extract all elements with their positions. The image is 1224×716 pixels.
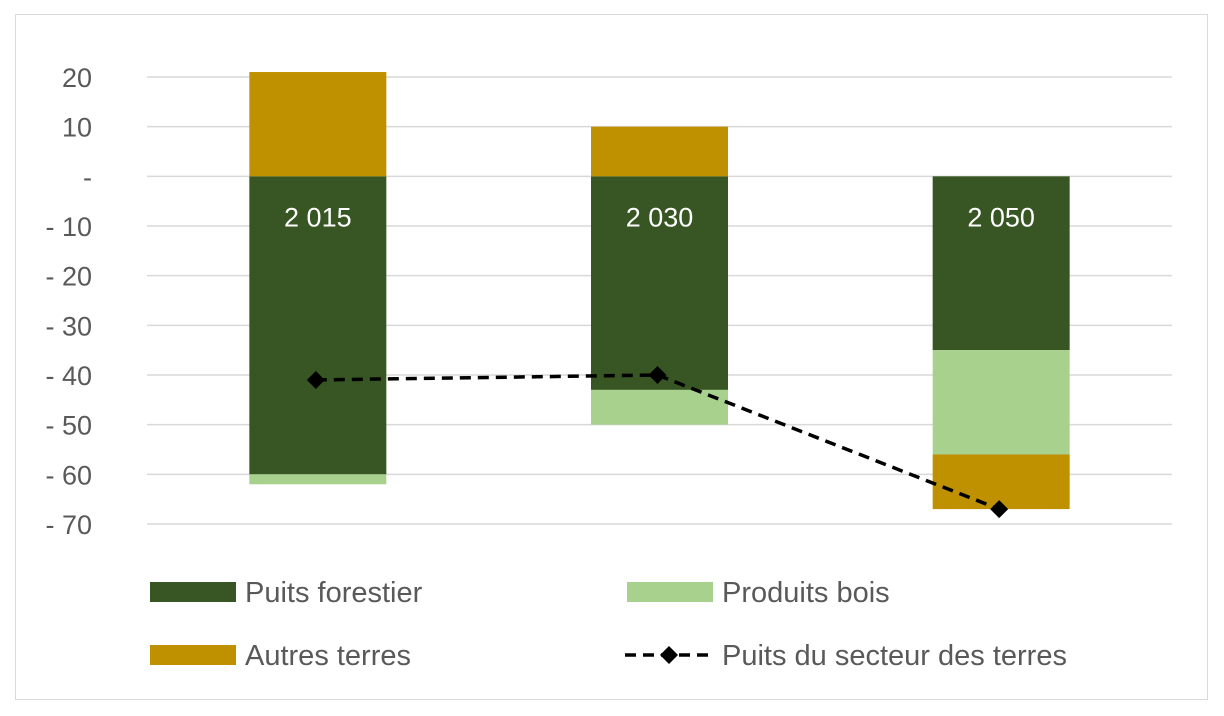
legend-label: Puits forestier (245, 577, 423, 609)
bar-autres-terres (932, 454, 1070, 510)
legend-label: Autres terres (245, 640, 411, 672)
line-puits-du-secteur-des-terres (315, 373, 1000, 511)
y-axis: 20 10 - - 10 - 20 - 30 - 40 - 50 - 60 - 70 (45, 63, 92, 540)
legend-label: Produits bois (722, 577, 890, 609)
y-tick-label: - 30 (45, 311, 92, 341)
category-label: 2 030 (626, 202, 694, 232)
y-tick-label: - 10 (45, 212, 92, 242)
bars (249, 72, 1070, 510)
y-tick-label: - 60 (45, 460, 92, 490)
y-tick-label: - 50 (45, 411, 92, 441)
legend-marker (660, 646, 678, 664)
legend-swatch (627, 582, 713, 602)
bar-produits-bois (591, 389, 728, 425)
legend-swatch (150, 645, 236, 665)
y-tick-label: - 70 (45, 510, 92, 540)
bar-puits-forestier (591, 176, 728, 390)
bar-autres-terres (249, 72, 387, 177)
line-marker (648, 366, 667, 384)
y-tick-label: - (83, 162, 92, 192)
y-tick-label: - 40 (45, 361, 92, 391)
legend: Puits forestier Produits bois Autres terre… (150, 577, 1067, 672)
legend-label: Puits du secteur des terres (722, 640, 1067, 672)
line-marker (306, 370, 325, 389)
y-tick-label: 20 (62, 63, 92, 93)
category-label: 2 050 (967, 202, 1035, 232)
bar-autres-terres (591, 126, 728, 177)
total-line (306, 366, 1009, 519)
bar-puits-forestier (249, 176, 387, 475)
bar-puits-forestier (932, 176, 1070, 351)
legend-swatch (150, 582, 236, 602)
y-tick-label: 10 (62, 113, 92, 143)
bar-produits-bois (932, 350, 1070, 455)
y-tick-label: - 20 (45, 262, 92, 292)
bar-produits-bois (249, 474, 387, 485)
category-label: 2 015 (284, 202, 352, 232)
line-marker (990, 500, 1009, 519)
category-labels: 2 015 2 030 2 050 (284, 202, 1035, 232)
